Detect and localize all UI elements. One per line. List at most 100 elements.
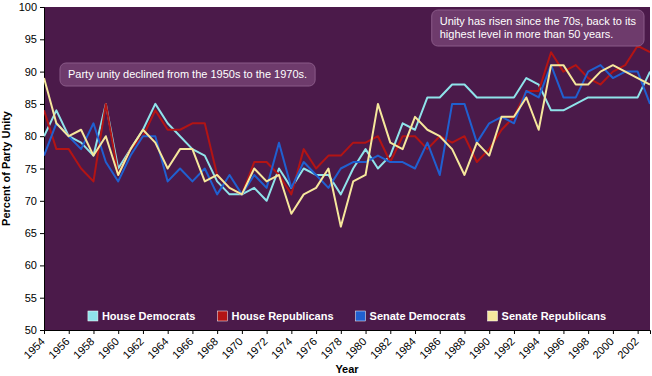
y-axis: 50556065707580859095100 [19, 1, 45, 336]
y-tick-label: 75 [25, 163, 37, 175]
legend-swatch [488, 311, 498, 321]
legend-swatch [88, 311, 98, 321]
x-tick: 1962 [120, 330, 146, 361]
y-axis-line [40, 8, 45, 331]
annotation: Unity has risen since the 70s, back to i… [432, 10, 644, 46]
x-tick: 1970 [219, 330, 245, 361]
y-tick: 80 [25, 130, 44, 142]
x-tick-label: 1996 [541, 335, 567, 361]
x-tick: 2002 [615, 330, 641, 361]
y-tick-label: 50 [25, 324, 37, 336]
x-tick-mark [267, 330, 268, 334]
x-tick-label: 1974 [269, 335, 295, 361]
x-tick-mark [514, 330, 515, 334]
x-tick: 1954 [21, 330, 47, 361]
y-tick-mark [40, 201, 44, 202]
x-tick: 1988 [442, 330, 468, 361]
x-tick-label: 1962 [120, 335, 146, 361]
x-tick-mark [291, 330, 292, 334]
x-tick-label: 1992 [491, 335, 517, 361]
x-tick: 1994 [516, 330, 542, 361]
y-tick: 85 [25, 98, 44, 110]
x-tick-label: 2000 [590, 335, 616, 361]
x-tick-mark [118, 330, 119, 334]
x-tick-mark [192, 330, 193, 334]
y-tick-mark [40, 136, 44, 137]
annotation: Party unity declined from the 1950s to t… [60, 63, 315, 86]
x-tick: 1992 [491, 330, 517, 361]
x-tick-label: 1956 [46, 335, 72, 361]
y-tick-mark [40, 72, 44, 73]
x-tick: 1976 [293, 330, 319, 361]
annotation-box [432, 10, 644, 46]
x-tick: 1978 [318, 330, 344, 361]
x-tick: 1984 [392, 330, 418, 361]
y-tick-mark [40, 104, 44, 105]
x-tick-label: 1986 [417, 335, 443, 361]
y-tick: 90 [25, 66, 44, 78]
x-tick-label: 1964 [145, 335, 171, 361]
x-tick-mark [415, 330, 416, 334]
x-tick-mark [217, 330, 218, 334]
x-tick-label: 1990 [467, 335, 493, 361]
legend-swatch [356, 311, 366, 321]
x-tick-label: 1968 [194, 335, 220, 361]
annotation-text: highest level in more than 50 years. [440, 28, 614, 40]
x-tick: 2000 [590, 330, 616, 361]
x-tick: 1968 [194, 330, 220, 361]
x-tick-mark [44, 330, 45, 334]
y-tick-mark [40, 7, 44, 8]
y-tick: 55 [25, 292, 44, 304]
y-tick: 70 [25, 195, 44, 207]
x-axis: 1954195619581960196219641966196819701972… [21, 330, 650, 361]
x-tick-mark [242, 330, 243, 334]
y-tick-label: 100 [19, 1, 37, 13]
y-tick-mark [40, 330, 44, 331]
x-tick-label: 1978 [318, 335, 344, 361]
x-tick-label: 1954 [21, 335, 47, 361]
annotation-box [60, 63, 315, 86]
x-tick: 1966 [170, 330, 196, 361]
y-tick: 75 [25, 163, 44, 175]
x-tick-mark [638, 330, 639, 334]
series-line [44, 65, 650, 227]
legend-label: House Republicans [231, 310, 333, 322]
x-tick-label: 1982 [368, 335, 394, 361]
annotation-text: Party unity declined from the 1950s to t… [68, 68, 307, 80]
y-tick-mark [40, 39, 44, 40]
x-tick: 1996 [541, 330, 567, 361]
x-tick: 1974 [269, 330, 295, 361]
y-tick: 100 [19, 1, 44, 13]
x-tick-label: 1988 [442, 335, 468, 361]
x-tick: 1986 [417, 330, 443, 361]
legend-label: Senate Republicans [502, 310, 607, 322]
annotation-text: Unity has risen since the 70s, back to i… [440, 15, 637, 27]
y-tick-mark [40, 233, 44, 234]
y-tick-mark [40, 265, 44, 266]
x-tick-label: 1970 [219, 335, 245, 361]
y-tick-label: 65 [25, 227, 37, 239]
x-tick-mark [539, 330, 540, 334]
y-tick: 95 [25, 33, 44, 45]
x-tick-mark [366, 330, 367, 334]
legend-label: House Democrats [102, 310, 196, 322]
y-axis-title: Percent of Party Unity [0, 110, 12, 226]
x-tick: 1972 [244, 330, 270, 361]
x-tick: 1990 [467, 330, 493, 361]
legend-item: Senate Republicans [488, 310, 607, 322]
legend: House Democrats House Republicans Senate D… [88, 310, 606, 322]
x-tick-mark [613, 330, 614, 334]
x-tick-mark [93, 330, 94, 334]
x-tick-label: 1984 [392, 335, 418, 361]
y-tick-mark [40, 298, 44, 299]
x-tick: 1964 [145, 330, 171, 361]
y-tick-label: 95 [25, 33, 37, 45]
x-tick-mark [168, 330, 169, 334]
x-tick-label: 2002 [615, 335, 641, 361]
plot-background [44, 7, 650, 330]
legend-item: House Democrats [88, 310, 196, 322]
legend-item: House Republicans [217, 310, 333, 322]
y-tick-label: 90 [25, 66, 37, 78]
legend-label: Senate Democrats [370, 310, 466, 322]
x-tick-label: 1966 [170, 335, 196, 361]
